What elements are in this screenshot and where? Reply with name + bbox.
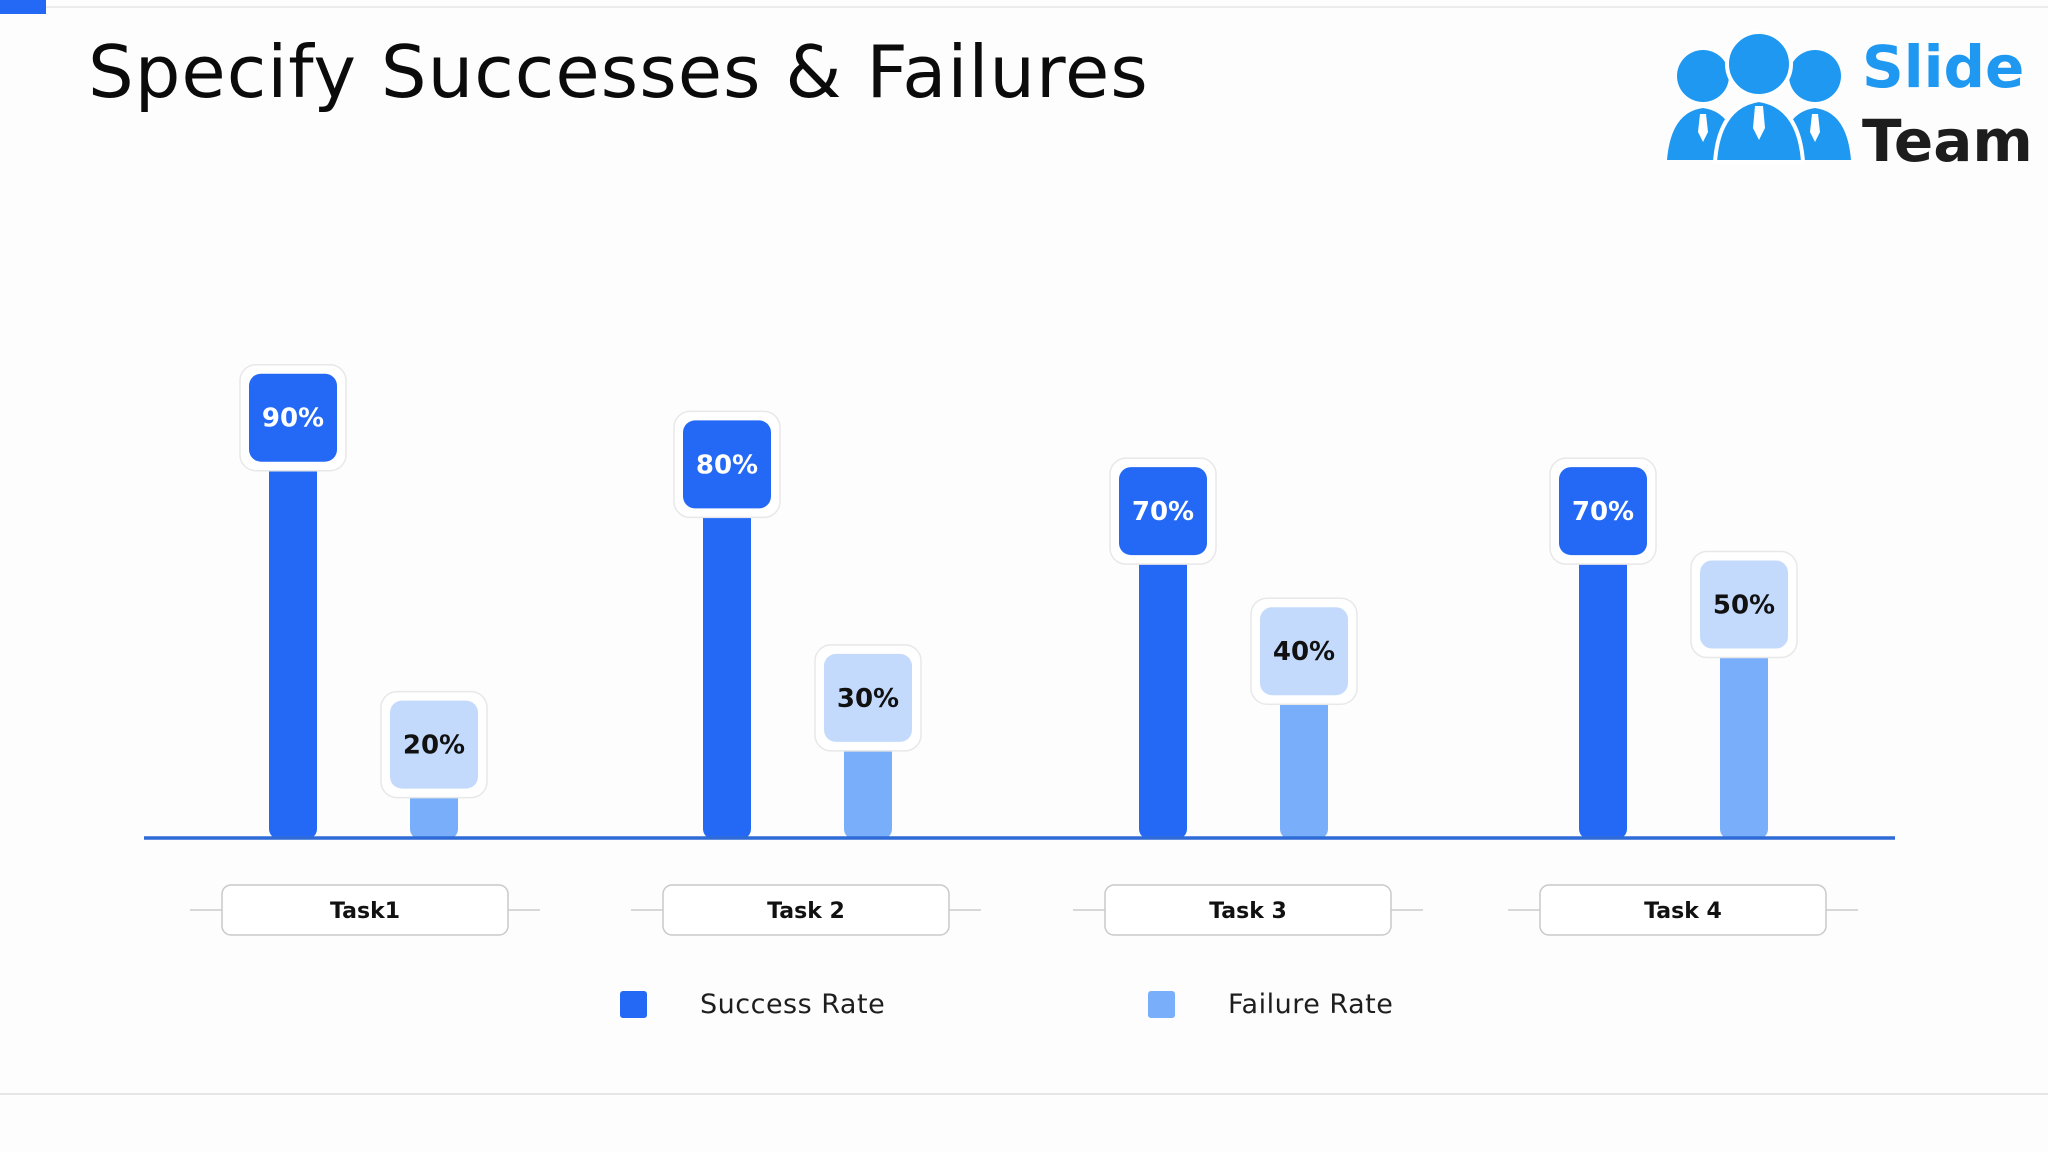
value-badge <box>1559 467 1647 556</box>
accent-tab <box>0 0 46 14</box>
category-box <box>1539 884 1827 936</box>
value-badge <box>249 373 337 462</box>
bar-success <box>703 464 751 839</box>
logo-text-slide: Slide <box>1862 33 2025 101</box>
bar-failure <box>1720 604 1768 839</box>
category-box <box>1104 884 1392 936</box>
team-people-icon <box>1667 30 1851 164</box>
value-badge <box>824 653 912 742</box>
category-label: Task 2 <box>767 899 845 924</box>
value-badge <box>1700 560 1788 649</box>
value-badge <box>683 420 771 509</box>
data-label: 30% <box>837 684 899 714</box>
bar-success <box>1579 511 1627 839</box>
data-label: 40% <box>1273 637 1335 667</box>
value-badge <box>1119 467 1207 556</box>
bottom-divider <box>0 1093 2048 1095</box>
value-badge <box>1260 607 1348 696</box>
category-label: Task 4 <box>1644 899 1722 924</box>
data-label: 70% <box>1132 497 1194 527</box>
page-title: Specify Successes & Failures <box>88 30 1149 114</box>
value-badge <box>390 700 478 789</box>
category-label: Task 3 <box>1209 899 1287 924</box>
category-box <box>662 884 950 936</box>
data-label: 80% <box>696 450 758 480</box>
data-label: 50% <box>1713 591 1775 621</box>
logo-text-team: Team <box>1862 107 2033 175</box>
category-box <box>221 884 509 936</box>
data-label: 90% <box>262 404 324 434</box>
data-label: 20% <box>403 731 465 761</box>
bar-success <box>269 417 317 839</box>
slideteam-logo: Slide Team <box>1665 28 2033 170</box>
top-divider <box>46 6 2048 8</box>
bar-success <box>1139 511 1187 839</box>
category-label: Task1 <box>330 899 400 924</box>
data-label: 70% <box>1572 497 1634 527</box>
